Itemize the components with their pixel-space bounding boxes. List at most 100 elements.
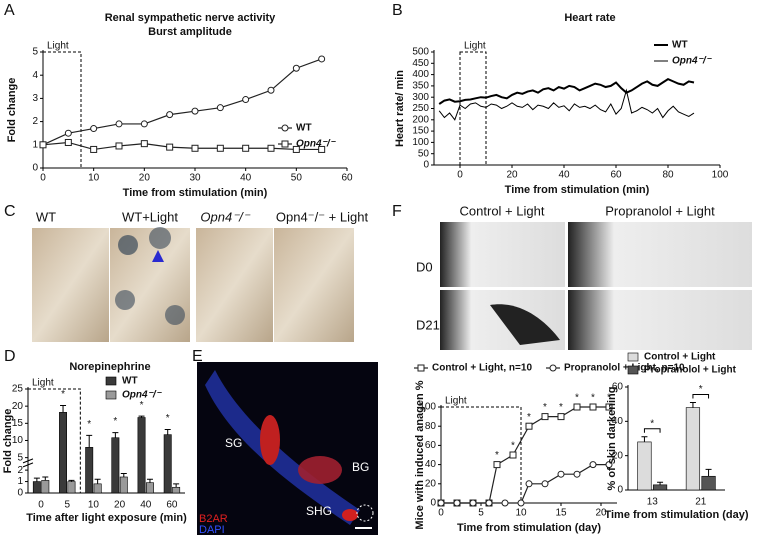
tissue	[298, 456, 342, 484]
arrowhead	[152, 250, 164, 262]
bar	[111, 437, 120, 494]
panel-label: B	[392, 2, 403, 19]
y-tick-label: 40	[425, 459, 437, 470]
photo	[274, 228, 354, 342]
light-label: Light	[47, 41, 69, 52]
y-tick-label: 1	[17, 476, 23, 487]
significance: *	[543, 402, 547, 413]
tissue	[205, 370, 360, 525]
y-tick-label: 3	[32, 93, 38, 104]
photo	[568, 222, 752, 287]
y-tick-label: 2	[32, 116, 38, 127]
error-bar	[641, 436, 648, 442]
y-tick-label: 1	[32, 139, 38, 150]
significance: *	[61, 389, 65, 400]
line	[441, 406, 609, 504]
x-tick-label: 80	[662, 170, 674, 181]
point	[267, 86, 275, 94]
point	[115, 142, 123, 150]
bar	[119, 476, 128, 494]
legend-swatch	[105, 390, 117, 400]
significance: *	[166, 413, 170, 424]
significance: *	[495, 450, 499, 461]
point	[605, 403, 613, 411]
tissue	[342, 509, 358, 521]
region-label: SHG	[306, 504, 332, 518]
significance: *	[607, 393, 611, 404]
x-tick-label: 0	[457, 170, 463, 181]
x-tick-label: 50	[291, 173, 303, 184]
x-tick-label: 0	[38, 500, 44, 511]
y-tick-label: 80	[425, 421, 437, 432]
bar	[145, 482, 154, 494]
point	[525, 480, 533, 488]
panel-label: D	[4, 348, 16, 365]
y-axis-label: Fold change	[6, 78, 18, 143]
y-tick-label: 2	[17, 465, 23, 476]
point	[64, 129, 72, 137]
y-axis-label: Heart rate/ min	[394, 70, 406, 147]
x-tick-label: 0	[40, 173, 46, 184]
error-bar	[164, 428, 171, 435]
y-tick-label: 150	[412, 126, 429, 137]
point	[292, 64, 300, 72]
chart-title: Heart rate	[564, 12, 615, 24]
significance: *	[575, 393, 579, 404]
point	[318, 145, 326, 153]
point	[191, 144, 199, 152]
x-tick-label: 15	[555, 508, 567, 519]
y-tick-label: 100	[412, 137, 429, 148]
error-bar	[86, 434, 93, 448]
x-axis-label: Time from stimulation (min)	[505, 184, 650, 196]
x-tick-label: 20	[139, 173, 151, 184]
significance: *	[559, 402, 563, 413]
panel-label: F	[392, 203, 402, 220]
photo-detail	[165, 305, 185, 325]
point	[281, 124, 289, 132]
point	[605, 461, 613, 469]
stain-label: B2AR	[199, 513, 228, 525]
x-axis-label: Time from stimulation (day)	[604, 509, 748, 521]
y-tick-label: 250	[412, 103, 429, 114]
legend-label: Control + Light, n=10	[432, 363, 532, 374]
significance: *	[699, 384, 703, 395]
legend-label: Opn4⁻/⁻	[672, 56, 713, 67]
line	[42, 58, 322, 146]
line	[42, 141, 322, 151]
row-label: D0	[416, 259, 433, 274]
legend-label: Propranolol + Light	[644, 365, 737, 376]
x-tick-label: 40	[240, 173, 252, 184]
photo	[440, 222, 565, 287]
bracket	[692, 393, 710, 399]
point	[493, 461, 501, 469]
light-label: Light	[445, 396, 467, 407]
legend-swatch	[105, 376, 117, 386]
x-tick-label: 60	[610, 170, 622, 181]
line	[438, 88, 695, 121]
significance: *	[591, 393, 595, 404]
y-tick-label: 15	[12, 418, 24, 429]
error-bar	[94, 478, 101, 484]
significance: *	[511, 441, 515, 452]
x-tick-label: 100	[712, 170, 729, 181]
bar	[685, 407, 701, 491]
photo-detail	[118, 235, 138, 255]
light-window	[27, 388, 81, 494]
point	[115, 120, 123, 128]
legend-swatch	[627, 365, 639, 375]
point	[292, 145, 300, 153]
x-tick-label: 21	[695, 497, 707, 508]
significance: *	[140, 400, 144, 411]
x-axis-label: Time from stimulation (min)	[123, 187, 268, 199]
photo-detail	[149, 227, 171, 249]
x-axis-label: Time after light exposure (min)	[26, 512, 187, 524]
x-tick-label: 60	[166, 500, 178, 511]
x-axis-label: Time from stimulation (day)	[457, 522, 601, 534]
bar	[172, 486, 181, 494]
bracket	[643, 428, 661, 433]
photo	[568, 290, 752, 350]
light-window	[459, 51, 487, 166]
point	[517, 499, 525, 507]
panel-label: C	[4, 203, 16, 220]
y-tick-label: 10	[12, 435, 24, 446]
